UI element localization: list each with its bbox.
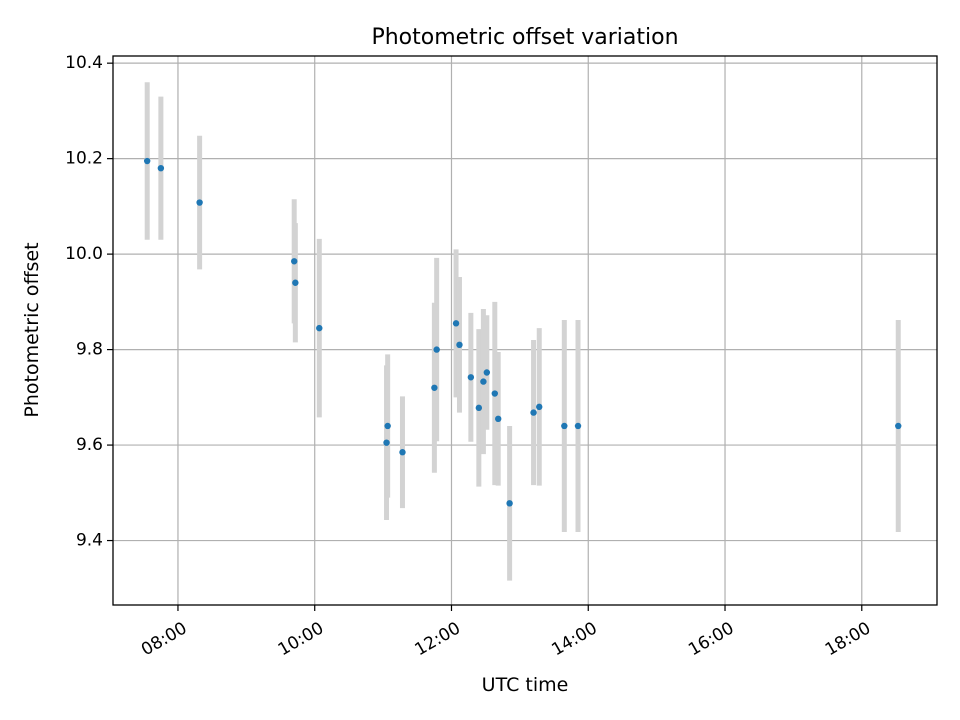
data-point	[399, 449, 406, 456]
data-point	[467, 374, 475, 381]
y-axis-label: Photometric offset	[21, 242, 43, 417]
data-point	[574, 422, 582, 430]
data-point	[561, 422, 568, 430]
x-tick-label: 12:00	[412, 618, 464, 660]
x-tick-label: 08:00	[138, 618, 190, 660]
data-point	[530, 409, 537, 416]
data-point	[506, 500, 513, 507]
data-point	[495, 415, 502, 423]
x-tick-label: 10:00	[275, 618, 327, 660]
grid	[113, 56, 937, 605]
data-point	[143, 157, 151, 165]
y-tick-label: 10.0	[65, 244, 103, 264]
x-axis-label: UTC time	[482, 674, 569, 696]
chart-title: Photometric offset variation	[371, 25, 678, 50]
data-point	[475, 404, 483, 412]
x-tick-label: 18:00	[822, 618, 874, 660]
data-point	[895, 422, 902, 430]
data-point	[383, 439, 390, 446]
y-tick-label: 10.4	[65, 53, 103, 73]
error-bars	[144, 82, 901, 581]
data-point	[491, 390, 498, 397]
data-point	[433, 346, 440, 353]
data-point	[196, 199, 203, 206]
data-point	[452, 320, 460, 327]
y-tick-label: 9.6	[76, 435, 103, 455]
x-tick-label: 16:00	[685, 618, 737, 660]
y-tick-label: 9.4	[76, 531, 103, 551]
y-tick-label: 10.2	[65, 149, 103, 169]
y-tick-label: 9.8	[76, 340, 103, 360]
data-points	[143, 157, 902, 507]
data-point	[536, 403, 543, 411]
data-point	[431, 384, 438, 391]
data-point	[291, 258, 298, 265]
data-point	[480, 378, 487, 385]
data-point	[456, 341, 463, 349]
data-point	[483, 369, 491, 376]
x-tick-label: 14:00	[548, 618, 600, 660]
data-point	[292, 279, 299, 286]
data-point	[157, 164, 165, 172]
data-point	[316, 324, 323, 332]
data-point	[384, 422, 391, 430]
plot-frame	[112, 55, 938, 606]
